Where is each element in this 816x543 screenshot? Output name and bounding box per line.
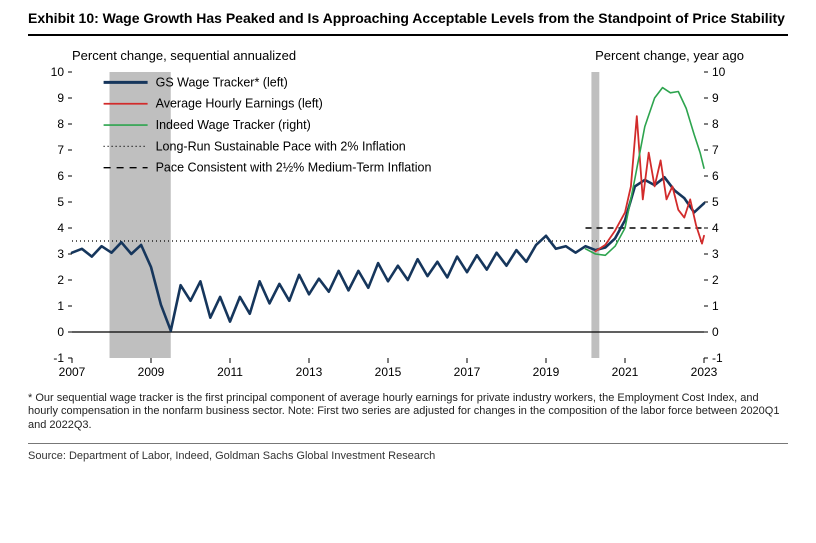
svg-text:GS Wage Tracker* (left): GS Wage Tracker* (left) [156, 75, 288, 89]
rule-top [28, 34, 788, 36]
rule-bottom [28, 443, 788, 444]
svg-text:Average Hourly Earnings (left): Average Hourly Earnings (left) [156, 96, 323, 110]
svg-text:4: 4 [57, 221, 64, 235]
svg-text:2023: 2023 [691, 365, 718, 379]
svg-text:6: 6 [712, 169, 719, 183]
svg-text:0: 0 [712, 325, 719, 339]
svg-text:Pace Consistent with 2½% Mediu: Pace Consistent with 2½% Medium-Term Inf… [156, 160, 432, 174]
svg-text:7: 7 [57, 143, 64, 157]
svg-text:5: 5 [57, 195, 64, 209]
svg-text:10: 10 [712, 66, 726, 79]
svg-text:2015: 2015 [375, 365, 402, 379]
svg-text:8: 8 [712, 117, 719, 131]
svg-text:2021: 2021 [612, 365, 639, 379]
svg-text:10: 10 [51, 66, 65, 79]
svg-text:Indeed Wage Tracker (right): Indeed Wage Tracker (right) [156, 118, 311, 132]
svg-text:1: 1 [57, 299, 64, 313]
svg-text:1: 1 [712, 299, 719, 313]
source-line: Source: Department of Labor, Indeed, Gol… [28, 450, 788, 462]
svg-text:3: 3 [712, 247, 719, 261]
svg-text:5: 5 [712, 195, 719, 209]
svg-text:9: 9 [712, 91, 719, 105]
left-axis-title: Percent change, sequential annualized [72, 48, 296, 63]
svg-text:7: 7 [712, 143, 719, 157]
wage-chart: -1 -1 0 0 1 1 2 2 3 3 4 4 5 5 6 6 7 7 8 8 9 9 10 10 2007 2009 2011… [28, 66, 748, 386]
svg-text:8: 8 [57, 117, 64, 131]
svg-text:0: 0 [57, 325, 64, 339]
svg-text:2: 2 [57, 273, 64, 287]
svg-text:2011: 2011 [217, 365, 243, 379]
right-axis-title: Percent change, year ago [595, 48, 744, 63]
svg-text:-1: -1 [53, 351, 64, 365]
svg-text:2017: 2017 [454, 365, 481, 379]
svg-text:9: 9 [57, 91, 64, 105]
svg-text:2019: 2019 [533, 365, 560, 379]
svg-text:3: 3 [57, 247, 64, 261]
svg-text:Long-Run Sustainable Pace with: Long-Run Sustainable Pace with 2% Inflat… [156, 139, 406, 153]
svg-text:4: 4 [712, 221, 719, 235]
svg-text:2013: 2013 [296, 365, 323, 379]
chart-footnote: * Our sequential wage tracker is the fir… [28, 392, 788, 433]
svg-text:2009: 2009 [138, 365, 165, 379]
svg-text:6: 6 [57, 169, 64, 183]
svg-text:-1: -1 [712, 351, 723, 365]
svg-text:2: 2 [712, 273, 719, 287]
exhibit-title: Exhibit 10: Wage Growth Has Peaked and I… [28, 10, 788, 28]
svg-text:2007: 2007 [59, 365, 86, 379]
